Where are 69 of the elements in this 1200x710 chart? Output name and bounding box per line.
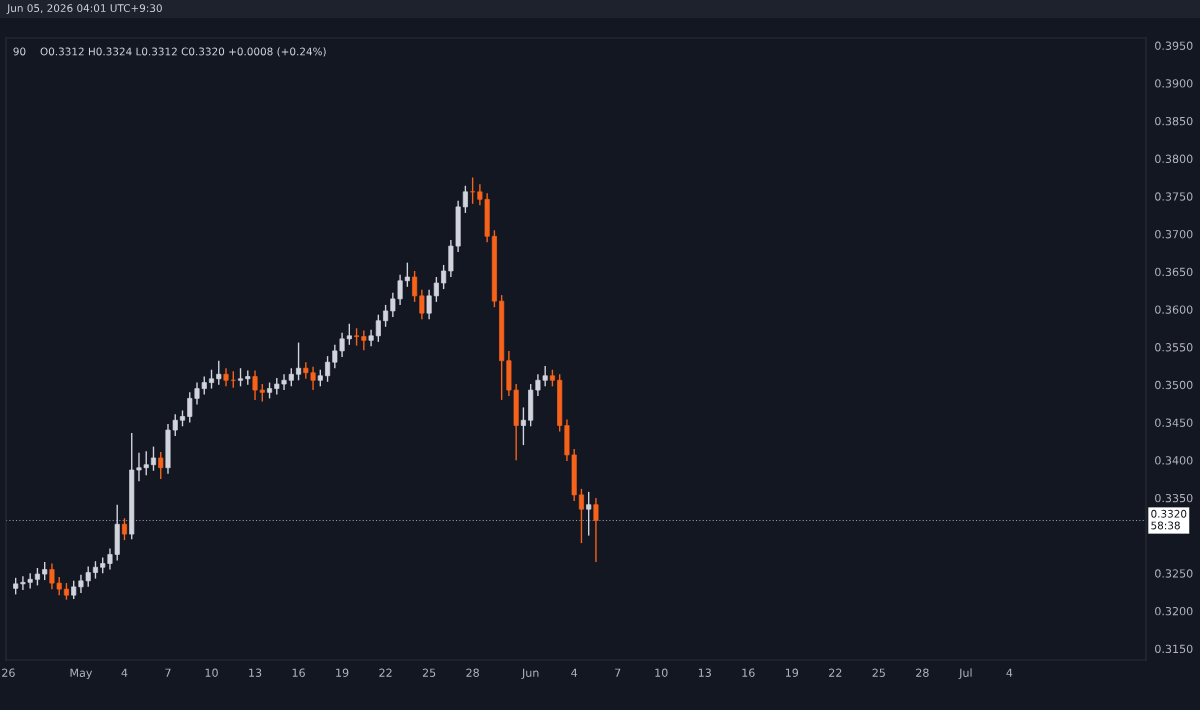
candlestick bbox=[586, 491, 592, 537]
candlestick bbox=[426, 289, 432, 320]
candlestick bbox=[223, 367, 229, 388]
y-tick-label: 0.3700 bbox=[1155, 230, 1193, 239]
x-tick-label: 19 bbox=[785, 668, 799, 677]
candlestick bbox=[383, 304, 389, 328]
x-tick-label: 7 bbox=[615, 668, 621, 677]
x-tick-label: May bbox=[70, 668, 93, 680]
y-tick-label: 0.3950 bbox=[1155, 41, 1193, 50]
x-tick-label: 4 bbox=[571, 668, 578, 677]
x-tick-label: 28 bbox=[916, 668, 929, 677]
x-tick-label: 13 bbox=[698, 668, 711, 677]
candlestick bbox=[462, 185, 468, 214]
y-tick-label: 0.3450 bbox=[1155, 418, 1193, 427]
candlestick bbox=[419, 289, 425, 320]
x-tick-label: 13 bbox=[249, 668, 262, 677]
candlestick bbox=[150, 445, 157, 472]
candlestick bbox=[238, 367, 244, 388]
x-tick-label: 25 bbox=[872, 668, 885, 677]
x-tick-label: 10 bbox=[655, 668, 668, 677]
y-tick-label: 0.3650 bbox=[1155, 267, 1193, 277]
x-tick-label: 10 bbox=[205, 668, 218, 677]
candlestick bbox=[404, 261, 410, 288]
x-tick-label: 19 bbox=[336, 668, 349, 677]
x-tick-label: 28 bbox=[466, 668, 479, 677]
y-tick-label: 0.3500 bbox=[1155, 380, 1193, 390]
y-tick-label: 0.3400 bbox=[1155, 456, 1193, 465]
y-tick-label: 0.3200 bbox=[1155, 606, 1193, 616]
y-tick-label: 0.3550 bbox=[1155, 343, 1193, 352]
y-tick-label: 0.3250 bbox=[1155, 569, 1193, 578]
candlestick bbox=[216, 359, 222, 386]
x-tick-label: 16 bbox=[742, 668, 755, 677]
candlestick bbox=[42, 561, 48, 581]
y-tick-label: 0.3600 bbox=[1155, 305, 1193, 314]
x-tick-label: 22 bbox=[379, 668, 392, 677]
x-tick-label: 26 bbox=[2, 668, 15, 677]
candlestick bbox=[158, 451, 164, 480]
y-tick-label: 0.3850 bbox=[1155, 116, 1193, 126]
x-tick-label: 4 bbox=[1006, 668, 1013, 677]
y-tick-label: 0.3800 bbox=[1155, 154, 1193, 164]
x-tick-label: 4 bbox=[121, 668, 128, 677]
x-tick-label: 22 bbox=[829, 668, 842, 677]
candlestick bbox=[296, 341, 302, 381]
text: O0.3312 H0.3324 L0.3312 C0.3320 +0.0008 (+0.24%) bbox=[40, 47, 326, 57]
x-tick-label: Jun bbox=[521, 668, 539, 679]
ref-line-label: 0.3320 bbox=[1151, 509, 1187, 518]
x-tick-label: Jul bbox=[958, 668, 972, 679]
candlestick bbox=[346, 323, 352, 346]
x-tick-label: 25 bbox=[422, 668, 436, 677]
candlestick bbox=[361, 329, 367, 351]
y-tick-label: 0.3350 bbox=[1155, 493, 1193, 503]
candlestick bbox=[520, 406, 526, 446]
text: 58:38 bbox=[1151, 521, 1180, 530]
candlestick bbox=[593, 497, 599, 563]
candlestick bbox=[375, 314, 381, 343]
candlestick bbox=[433, 276, 439, 303]
y-tick-label: 0.3750 bbox=[1155, 192, 1193, 201]
candlestick bbox=[121, 517, 127, 541]
x-tick-label: 7 bbox=[165, 668, 171, 677]
candlestick bbox=[412, 270, 418, 303]
candlestick bbox=[441, 264, 447, 290]
candlestick bbox=[208, 369, 215, 390]
text: Jun 05, 2026 04:01 UTC+9:30 bbox=[6, 4, 162, 14]
y-tick-label: 0.3900 bbox=[1155, 79, 1193, 88]
candlestick bbox=[325, 355, 331, 383]
candlestick bbox=[578, 488, 584, 544]
y-tick-label: 0.3150 bbox=[1155, 644, 1193, 654]
x-tick-label: 16 bbox=[292, 668, 305, 677]
text: 90 bbox=[13, 47, 26, 56]
